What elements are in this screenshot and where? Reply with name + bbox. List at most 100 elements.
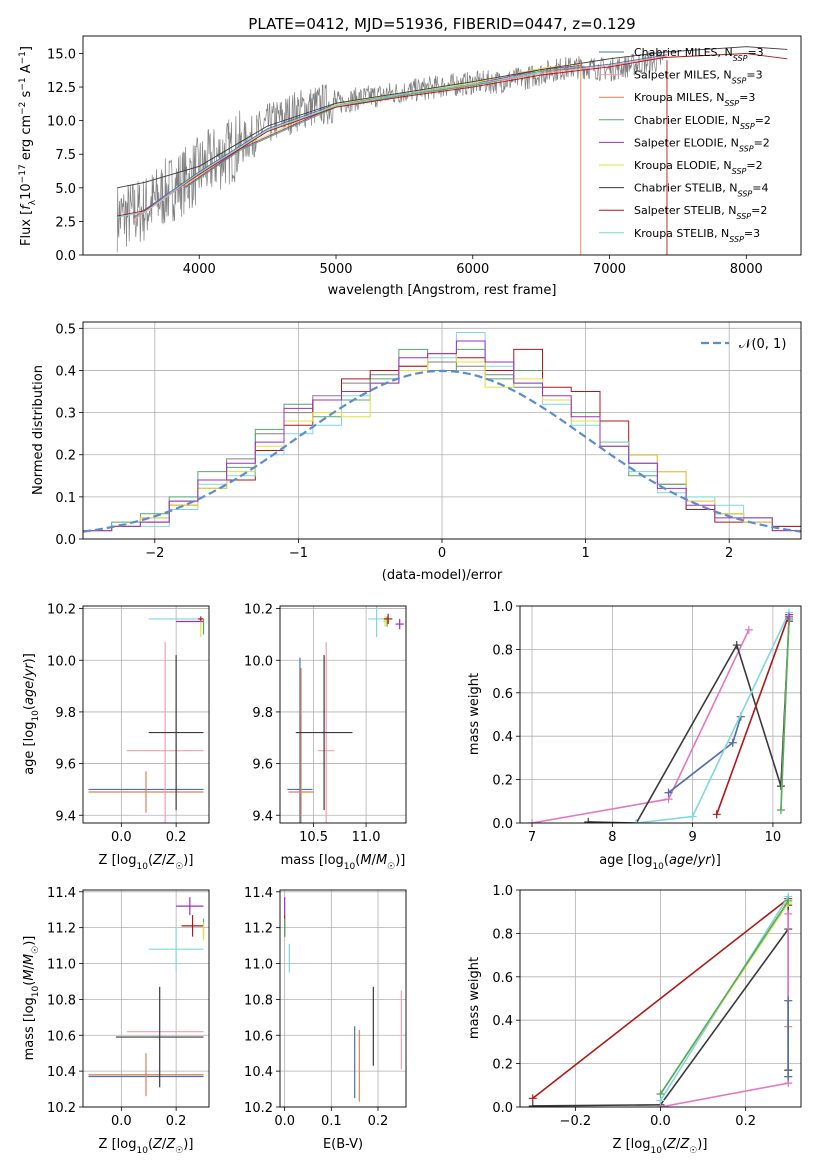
mass-weight-line (715, 614, 790, 815)
age-vs-mass-panel: 10.5 11.0 9.4 9.6 9.8 10.0 10.2 mass [log10(M/M… (244, 603, 407, 872)
y-tick-label: 10.2 (47, 1101, 76, 1116)
legend-entry: Salpeter STELIB, NSSP=2 (634, 204, 767, 221)
legend-entry: Kroupa MILES, NSSP=3 (634, 91, 755, 108)
x-tick-label: 8000 (730, 262, 763, 277)
x-axis-label: Z [log10(Z/Z☉)] (99, 853, 194, 872)
mass-weight-line (668, 716, 742, 794)
axes-frame (519, 605, 802, 824)
mass-weight-line (780, 618, 790, 811)
data-point-marker (784, 896, 793, 905)
y-tick-label: 0.2 (492, 1058, 513, 1073)
x-tick-label: 2 (725, 546, 733, 561)
x-tick-label: 0.0 (111, 830, 132, 845)
mass-weight-line (531, 629, 750, 823)
data-point-marker (656, 1103, 665, 1107)
data-point-marker (784, 1072, 793, 1081)
data-point-marker (664, 788, 673, 797)
mass-weight-vs-z-panel: −0.2 0.0 0.2 0.0 0.2 0.4 0.6 0.8 1.0 Z [log10(Z/Z… (467, 884, 802, 1156)
x-axis-label: Z [log10(Z/Z☉)] (613, 1137, 708, 1156)
x-tick-label: 0.2 (166, 830, 187, 845)
y-axis-label: Flux [fλ10−17 erg cm−2 s−1 A−1] (18, 46, 38, 246)
axes-frame (82, 35, 802, 256)
plot-area (83, 332, 801, 539)
y-tick-label: 0.1 (55, 491, 76, 506)
plot-area (284, 897, 402, 1102)
y-tick-label: 0.4 (492, 730, 513, 745)
y-tick-label: 0.2 (492, 774, 513, 789)
legend-entry: 𝒩(0, 1) (739, 337, 786, 352)
plot-area (287, 606, 404, 823)
x-tick-label: −2 (145, 546, 164, 561)
data-point-marker (784, 612, 793, 621)
axes-frame (82, 321, 802, 540)
x-tick-label: 4000 (183, 262, 216, 277)
model-spectrum-line (185, 66, 581, 189)
residual-histogram (83, 340, 801, 539)
legend-entry: Kroupa ELODIE, NSSP=2 (634, 159, 763, 176)
x-tick-label: −1 (289, 546, 308, 561)
plot-area (88, 616, 205, 823)
x-tick-label: 8 (608, 830, 616, 845)
y-axis-label: Normed distribution (31, 365, 46, 495)
x-tick-label: 11.0 (352, 830, 381, 845)
legend-entry: Salpeter MILES, NSSP=3 (634, 69, 763, 86)
y-tick-label: 10.0 (47, 115, 76, 130)
x-tick-label: 10.5 (299, 830, 328, 845)
x-axis-label: wavelength [Angstrom, rest frame] (328, 283, 557, 298)
x-tick-label: 0.2 (735, 1114, 756, 1129)
data-point-marker (776, 782, 785, 791)
legend-entry: Chabrier MILES, NSSP=3 (634, 46, 764, 63)
mass-vs-ebv-panel: 0.0 0.1 0.2 10.2 10.4 10.6 10.8 11.0 11.2 11.4 E(B… (244, 886, 407, 1152)
residual-panel: −2 −1 0 1 2 0.0 0.1 0.2 0.3 0.4 0.5 (data-model)/er… (31, 321, 802, 583)
x-tick-label: 9 (688, 830, 696, 845)
y-tick-label: 10.8 (244, 993, 273, 1008)
y-tick-label: 0.4 (492, 1014, 513, 1029)
legend-entry: Salpeter ELODIE, NSSP=2 (634, 136, 770, 153)
axes-frame (82, 889, 210, 1108)
y-tick-label: 0.2 (55, 449, 76, 464)
model-spectrum-line (117, 71, 542, 218)
data-point-marker (656, 1089, 665, 1098)
y-tick-label: 0.6 (492, 687, 513, 702)
y-axis-label: mass weight (467, 673, 482, 755)
x-tick-label: 0.1 (321, 1114, 342, 1129)
y-tick-label: 0.0 (492, 1101, 513, 1116)
y-tick-label: 9.6 (55, 758, 76, 773)
plot-area (88, 897, 205, 1097)
y-tick-label: 1.0 (492, 884, 513, 899)
mass-weight-line (636, 612, 790, 823)
residual-histogram (83, 332, 801, 539)
data-point-marker (528, 819, 537, 823)
x-tick-label: 0 (438, 546, 446, 561)
y-tick-label: 0.8 (492, 927, 513, 942)
y-tick-label: 10.6 (47, 1029, 76, 1044)
y-tick-label: 5.0 (55, 182, 76, 197)
data-point-marker (728, 738, 737, 747)
y-tick-label: 11.2 (47, 922, 76, 937)
y-tick-label: 10.0 (47, 654, 76, 669)
y-tick-label: 9.6 (252, 758, 273, 773)
mass-weight-line (588, 621, 790, 823)
y-tick-label: 9.4 (55, 809, 76, 824)
data-point-marker (528, 1094, 537, 1103)
y-tick-label: 0.5 (55, 322, 76, 337)
mass-vs-z-panel: 0.0 0.2 10.2 10.4 10.6 10.8 11.0 11.2 11.4 Z [log… (22, 886, 210, 1156)
y-tick-label: 0.0 (55, 249, 76, 264)
legend-entry: Chabrier ELODIE, NSSP=2 (634, 114, 771, 131)
y-tick-label: 0.6 (492, 971, 513, 986)
x-axis-label: (data-model)/error (382, 568, 503, 583)
y-tick-label: 11.4 (47, 886, 76, 901)
x-tick-label: 0.0 (111, 1114, 132, 1129)
chart-title: PLATE=0412, MJD=51936, FIBERID=0447, z=0… (248, 15, 635, 33)
x-tick-label: 1 (581, 546, 589, 561)
y-axis-label: age [log10(age/yr)] (22, 653, 41, 775)
y-tick-label: 10.2 (244, 1101, 273, 1116)
y-tick-label: 9.4 (252, 809, 273, 824)
x-tick-label: 7000 (593, 262, 626, 277)
y-tick-label: 10.4 (47, 1065, 76, 1080)
x-tick-label: 0.0 (650, 1114, 671, 1129)
normal-reference-curve (83, 369, 801, 533)
data-point-marker (784, 909, 793, 918)
model-spectrum-line (133, 66, 581, 220)
observed-spectrum-line (116, 49, 665, 253)
